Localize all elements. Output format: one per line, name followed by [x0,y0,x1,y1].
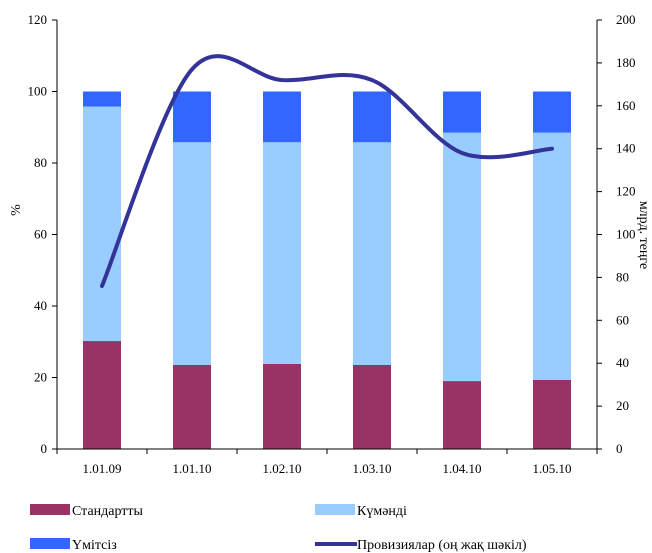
bar-3-5 [443,91,481,133]
series-line-provisions [100,54,554,288]
left-tick-label: 0 [41,441,48,456]
bar-3-1 [83,91,121,107]
right-tick-label: 140 [616,141,636,156]
bar-2-2 [173,142,211,365]
x-tick-label: 1.03.10 [353,461,392,476]
legend-hopeless-label: Үмітсіз [72,538,117,553]
bar-2-1 [83,106,121,342]
bar-3-2 [173,91,211,143]
right-tick-label: 80 [616,269,629,284]
left-tick-label: 60 [34,227,47,242]
left-tick-label: 40 [34,298,47,313]
bar-2-4 [353,142,391,365]
left-tick-label: 120 [28,12,48,27]
bar-3-4 [353,91,391,143]
left-axis-title: % [9,204,24,216]
bar-3-6 [533,91,571,133]
right-tick-label: 0 [616,441,623,456]
legend-standard-label: Стандартты [72,504,144,519]
right-tick-label: 180 [616,55,636,70]
legend-hopeless-swatch [30,538,70,549]
right-tick-label: 120 [616,184,636,199]
legend-provisions-label: Провизиялар (оң жақ шәкіл) [357,538,527,553]
bar-1-3 [263,363,301,449]
x-tick-label: 1.01.09 [83,461,122,476]
left-tick-label: 20 [34,370,47,385]
x-tick-label: 1.04.10 [443,461,482,476]
right-tick-label: 40 [616,355,629,370]
bar-1-6 [533,380,571,449]
legend-doubtful-swatch [315,504,355,515]
x-tick-label: 1.01.10 [173,461,212,476]
bar-1-2 [173,364,211,449]
legend-doubtful-label: Күмәнді [357,504,407,519]
bar-2-5 [443,132,481,382]
right-axis-title: млрд. теңге [636,201,651,269]
right-tick-label: 100 [616,227,636,242]
bar-2-6 [533,132,571,381]
x-tick-label: 1.05.10 [533,461,572,476]
legend-standard-swatch [30,504,70,515]
bar-1-1 [83,341,121,449]
bar-2-3 [263,142,301,364]
bar-3-3 [263,91,301,143]
bar-1-5 [443,381,481,449]
right-tick-label: 160 [616,98,636,113]
right-tick-label: 20 [616,398,629,413]
right-tick-label: 200 [616,12,636,27]
bar-1-4 [353,364,391,449]
left-tick-label: 100 [28,84,48,99]
left-tick-label: 80 [34,155,47,170]
right-tick-label: 60 [616,312,629,327]
x-tick-label: 1.02.10 [263,461,302,476]
